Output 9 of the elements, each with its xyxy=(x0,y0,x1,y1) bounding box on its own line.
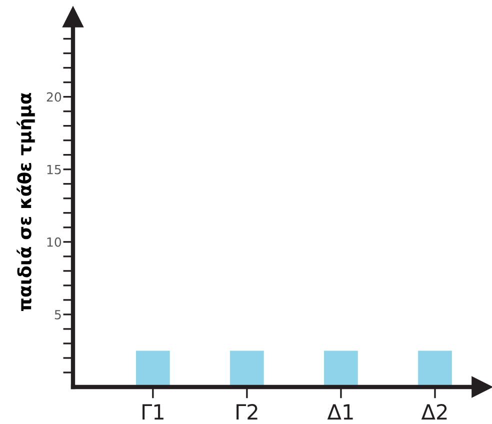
y-tick-label: 15 xyxy=(47,164,61,174)
x-tick-label: Δ1 xyxy=(327,404,353,420)
x-tick-label: Γ2 xyxy=(236,404,258,420)
x-tick-label: Δ2 xyxy=(421,404,447,420)
y-tick-label: 10 xyxy=(47,237,62,247)
y-axis-title: παιδιά σε κάθε τμήμα xyxy=(16,92,35,312)
y-tick-label: 5 xyxy=(54,310,61,320)
x-tick-label: Γ1 xyxy=(142,404,164,420)
y-tick-label: 20 xyxy=(46,92,62,102)
